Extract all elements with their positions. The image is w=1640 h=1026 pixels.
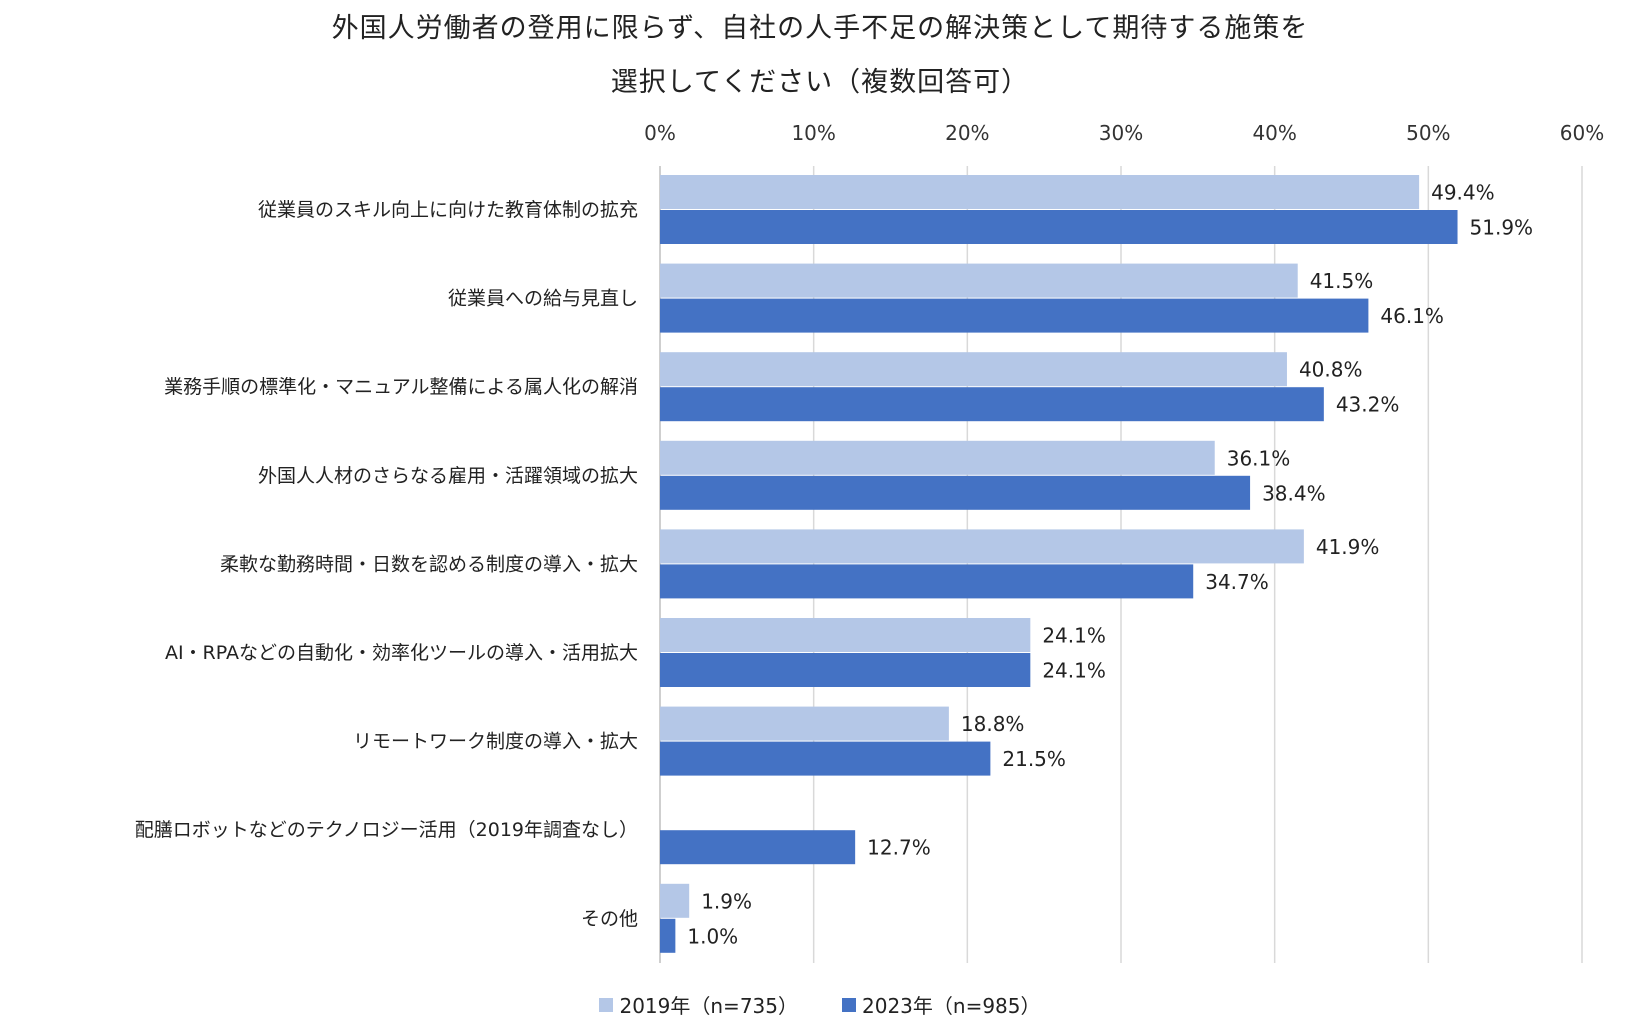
bar-2023 <box>660 210 1458 244</box>
data-label: 24.1% <box>1042 659 1106 683</box>
data-label: 21.5% <box>1002 747 1066 771</box>
data-label: 18.8% <box>961 712 1025 736</box>
bar-2019 <box>660 883 690 918</box>
bar-2023 <box>660 564 1194 599</box>
x-tick-label: 20% <box>945 121 989 145</box>
data-label: 36.1% <box>1227 446 1291 470</box>
legend-label-2023: 2023年（n=985） <box>862 994 1041 1018</box>
bar-2023 <box>660 741 991 776</box>
bar-2023 <box>660 387 1324 422</box>
data-label: 24.1% <box>1042 624 1106 648</box>
data-label: 38.4% <box>1262 481 1326 505</box>
bar-2023 <box>660 918 676 953</box>
data-label: 46.1% <box>1380 304 1444 328</box>
category-label: 配膳ロボットなどのテクノロジー活用（2019年調査なし） <box>135 819 638 841</box>
bar-chart: 0% 10% 20% 30% 40% 50% 60% 従業員のスキル向上に向けた教育体制の拡充… <box>135 121 1604 963</box>
data-label: 12.7% <box>867 836 931 860</box>
bar-2019 <box>660 529 1304 564</box>
category-label: 柔軟な勤務時間・日数を認める制度の導入・拡大 <box>220 553 638 575</box>
data-label: 49.4% <box>1431 181 1495 205</box>
category-label: 従業員への給与見直し <box>448 288 638 310</box>
category-label: AI・RPAなどの自動化・効率化ツールの導入・活用拡大 <box>165 642 638 664</box>
category-label: リモートワーク制度の導入・拡大 <box>353 731 638 753</box>
bar-2023 <box>660 653 1031 687</box>
category-label: 業務手順の標準化・マニュアル整備による属人化の解消 <box>164 376 638 398</box>
category-label: その他 <box>581 908 638 930</box>
bar-2023 <box>660 298 1369 333</box>
chart-legend: 2019年（n=735） 2023年（n=985） <box>0 990 1640 1019</box>
x-tick-label: 60% <box>1560 121 1604 145</box>
x-tick-label: 30% <box>1099 121 1143 145</box>
x-tick-label: 50% <box>1406 121 1450 145</box>
data-label: 1.9% <box>701 889 752 913</box>
data-label: 43.2% <box>1336 393 1400 417</box>
data-label: 41.9% <box>1316 535 1380 559</box>
legend-label-2019: 2019年（n=735） <box>619 994 798 1018</box>
bar-2019 <box>660 706 949 741</box>
data-label: 34.7% <box>1205 570 1269 594</box>
data-label: 51.9% <box>1470 216 1534 240</box>
data-label: 40.8% <box>1299 358 1363 382</box>
legend-swatch-2019 <box>599 997 614 1012</box>
bar-2023 <box>660 830 856 865</box>
chart-title-line1: 外国人労働者の登用に限らず、自社の人手不足の解決策として期待する施策を <box>331 13 1309 44</box>
legend-item-2023: 2023年（n=985） <box>842 990 1041 1019</box>
bar-2023 <box>660 475 1251 510</box>
x-tick-label: 10% <box>791 121 835 145</box>
legend-item-2019: 2019年（n=735） <box>599 990 798 1019</box>
data-label: 41.5% <box>1310 269 1374 293</box>
x-tick-label: 0% <box>644 121 676 145</box>
chart-title-line2: 選択してください（複数回答可） <box>610 67 1030 98</box>
legend-swatch-2023 <box>842 997 856 1012</box>
bar-2019 <box>660 440 1215 475</box>
category-label: 外国人人材のさらなる雇用・活躍領域の拡大 <box>258 465 638 487</box>
category-label: 従業員のスキル向上に向けた教育体制の拡充 <box>258 199 638 221</box>
bar-2019 <box>660 175 1420 209</box>
bar-2019 <box>660 618 1031 652</box>
bar-2019 <box>660 263 1298 298</box>
bar-2019 <box>660 352 1287 387</box>
x-tick-label: 40% <box>1252 121 1296 145</box>
data-label: 1.0% <box>687 924 738 948</box>
